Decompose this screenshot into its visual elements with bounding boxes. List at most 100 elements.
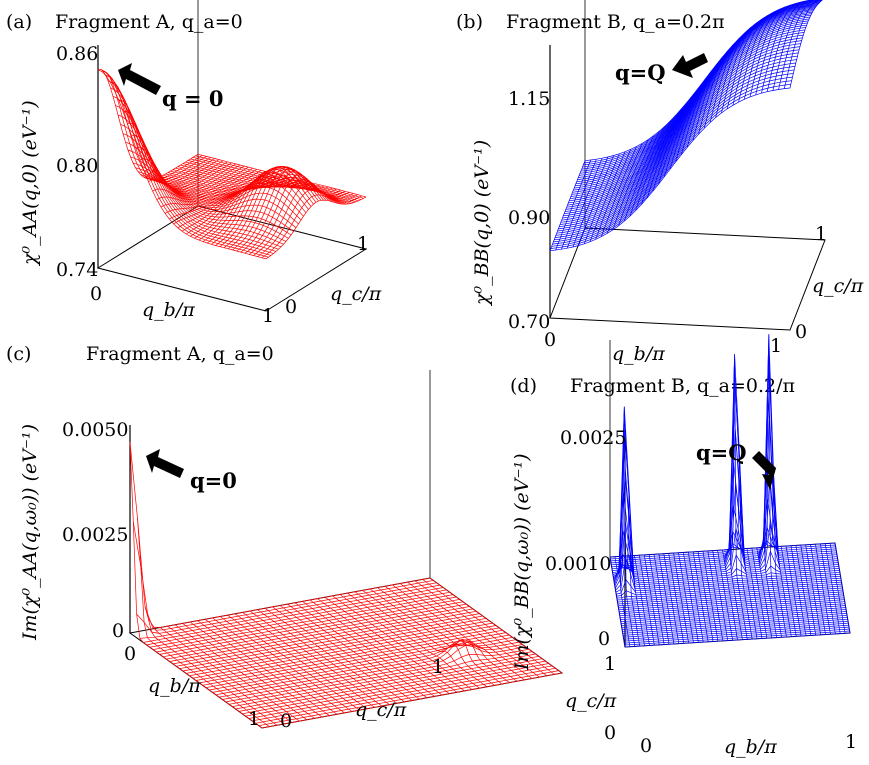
surface-line-p36 — [187, 160, 357, 203]
surface-line-p33 — [377, 587, 510, 683]
panel-c: (c) Fragment A, q_a=0 0.0050 0.0025 0 Im… — [6, 343, 564, 732]
panel-d: (d) Fragment B, q_a=0.2/π 0.0025 0.0010 … — [510, 334, 857, 758]
panel-a-title: Fragment A, q_a=0 — [55, 11, 243, 33]
panel-c-ytick-1: 1 — [432, 656, 444, 678]
panel-d-ztick-mid: 0.0010 — [545, 553, 611, 575]
panel-d-ytick-0: 0 — [604, 722, 616, 744]
surface-line-p33 — [613, 414, 840, 583]
surface-line-p37 — [612, 415, 838, 575]
panel-b-ztick-top: 1.15 — [508, 88, 550, 110]
panel-d-ztick-bottom: 0 — [598, 628, 610, 650]
surface-line-p29 — [615, 522, 841, 591]
surface-line-p36 — [399, 583, 533, 679]
panel-c-ztick-mid: 0.0025 — [62, 524, 128, 546]
surface-line-p38 — [612, 360, 838, 574]
surface-line-q23 — [205, 632, 506, 688]
surface-line-q42 — [815, 544, 831, 635]
surface-line-q36 — [248, 178, 350, 255]
surface-line-p30 — [614, 475, 841, 589]
surface-line-p25 — [317, 598, 450, 694]
surface-line-p42 — [584, 0, 813, 162]
surface-line-q35 — [244, 174, 346, 254]
panel-b-ylabel: q_c/π — [812, 275, 864, 297]
panel-d-surface — [609, 334, 851, 648]
surface-line-p22 — [294, 602, 428, 699]
surface-line-q41 — [783, 0, 819, 89]
surface-line-p35 — [392, 584, 525, 681]
surface-line-p23 — [302, 601, 435, 697]
panel-c-xtick-1: 1 — [248, 708, 260, 730]
panel-b-xtick-1: 1 — [770, 335, 782, 357]
surface-line-p29 — [347, 592, 480, 689]
surface-line-q37 — [790, 545, 807, 636]
floor-frame — [549, 227, 826, 331]
surface-line-p31 — [614, 430, 840, 587]
surface-line-q33 — [238, 656, 539, 712]
panel-d-title: Fragment B, q_a=0.2/π — [570, 375, 795, 397]
panel-b-zlabel: χ⁰_BB(q,0) (eV⁻¹) — [471, 140, 493, 307]
surface-line-q28 — [222, 638, 523, 700]
panel-b-annotation: q=Q — [615, 60, 666, 85]
panel-c-zlabel: Im(χ⁰_AA(q,ω₀)) (eV⁻¹) — [19, 424, 41, 641]
surface-line-q37 — [761, 2, 797, 94]
surface-line-q38 — [255, 667, 556, 724]
surface-line-p20 — [279, 605, 413, 701]
surface-line-p35 — [613, 493, 839, 579]
panel-a: (a) Fragment A, q_a=0 0.86 0.80 0.74 χ⁰_… — [6, 0, 382, 327]
panel-a-ytick-0: 0 — [285, 296, 297, 318]
surface-line-q38 — [257, 189, 358, 257]
surface-line-p42 — [611, 452, 837, 566]
panel-b-ytick-0: 0 — [795, 321, 807, 343]
panel-b: (b) Fragment B, q_a=0.2π 1.15 0.90 0.70 … — [456, 0, 864, 365]
surface-line-p45 — [610, 540, 836, 560]
surface-line-p38 — [414, 580, 548, 677]
surface-line-q38 — [766, 1, 803, 92]
surface-line-q29 — [225, 644, 526, 703]
surface-line-p28 — [167, 172, 337, 204]
surface-line-q44 — [824, 543, 841, 634]
surface-line-p39 — [422, 579, 555, 675]
surface-line-p41 — [611, 395, 837, 568]
surface-line-q24 — [209, 634, 510, 691]
surface-line-p46 — [609, 542, 836, 558]
surface-line-q29 — [751, 548, 768, 639]
surface-line-q39 — [261, 194, 362, 259]
panel-a-letter: (a) — [6, 11, 32, 33]
panel-c-surface — [129, 442, 563, 729]
surface-line-q21 — [199, 627, 500, 684]
surface-line-p21 — [567, 22, 808, 206]
panel-c-xtick-0: 0 — [124, 643, 136, 665]
surface-line-q35 — [245, 660, 546, 717]
panel-a-ylabel: q_c/π — [330, 283, 382, 305]
surface-line-p40 — [197, 153, 367, 198]
panel-a-ytick-1: 1 — [357, 233, 369, 255]
surface-line-p37 — [190, 158, 359, 202]
surface-line-p25 — [616, 583, 842, 599]
surface-line-q25 — [212, 637, 513, 693]
panel-d-ytick-1: 1 — [604, 653, 616, 675]
panel-c-title: Fragment A, q_a=0 — [86, 343, 274, 365]
surface-line-p23 — [617, 587, 843, 603]
panel-b-arrow-icon — [672, 53, 708, 78]
panel-a-ztick-mid: 0.80 — [56, 155, 98, 177]
surface-line-p34 — [384, 586, 518, 682]
surface-line-q42 — [789, 0, 823, 89]
surface-line-p20 — [147, 167, 317, 203]
floor-frame — [96, 205, 368, 312]
surface-line-q28 — [746, 548, 763, 639]
surface-line-p35 — [185, 161, 354, 204]
surface-line-p32 — [614, 406, 840, 585]
surface-line-p31 — [362, 590, 495, 686]
surface-line-p32 — [369, 588, 503, 685]
surface-line-q40 — [265, 196, 367, 260]
surface-line-q32 — [766, 334, 782, 638]
panel-b-xlabel: q_b/π — [612, 343, 665, 365]
surface-line-q35 — [780, 546, 797, 637]
surface-line-q40 — [805, 544, 822, 635]
surface-line-q25 — [731, 354, 748, 640]
panel-a-surface — [97, 68, 367, 260]
surface-line-q43 — [819, 543, 836, 634]
panel-a-arrow-icon — [118, 63, 161, 95]
panel-d-letter: (d) — [510, 375, 537, 397]
